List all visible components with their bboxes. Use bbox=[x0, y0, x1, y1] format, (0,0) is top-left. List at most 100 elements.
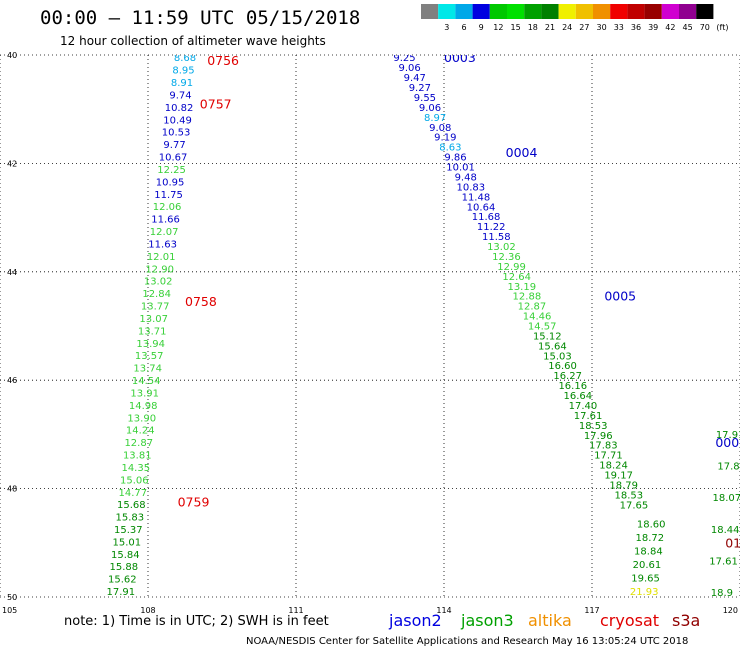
wave-height-value: 17.71 bbox=[594, 451, 623, 462]
wave-height-value: 10.53 bbox=[162, 128, 191, 139]
wave-height-value: 13.71 bbox=[138, 326, 167, 337]
pass-time-labels: 0756 0757 0758 0759 0003 0004 0005 0006 01 bbox=[178, 53, 740, 550]
wave-height-value: 20.61 bbox=[633, 560, 662, 571]
scale-swatch bbox=[541, 4, 559, 19]
wave-height-value: 8.95 bbox=[172, 66, 194, 77]
wave-height-value: 22.28 bbox=[628, 601, 657, 612]
scale-label: 39 bbox=[648, 23, 658, 32]
wave-height-value: 11.75 bbox=[154, 190, 183, 201]
footer-note: note: 1) Time is in UTC; 2) SWH is in fe… bbox=[64, 614, 329, 629]
wave-height-value: 15.68 bbox=[117, 500, 146, 511]
plot-grid bbox=[0, 54, 740, 598]
wave-height-value: 9.77 bbox=[163, 140, 185, 151]
wave-height-value: 12.25 bbox=[157, 165, 186, 176]
y-tick-label: 48 bbox=[7, 485, 17, 494]
wave-height-value: 17.65 bbox=[620, 500, 649, 511]
wave-height-value: 18.79 bbox=[609, 480, 638, 491]
scale-label: 3 bbox=[444, 23, 449, 32]
wave-height-value: 10.95 bbox=[156, 177, 185, 188]
wave-height-value: 10.64 bbox=[467, 202, 496, 213]
wave-height-value: 18.60 bbox=[637, 519, 666, 530]
wave-height-value: 18.9 bbox=[711, 588, 733, 599]
x-tick-label: 120 bbox=[723, 606, 738, 615]
wave-height-value: 15.37 bbox=[114, 525, 143, 536]
scale-swatch bbox=[455, 4, 473, 19]
wave-height-value: 9.47 bbox=[404, 73, 426, 84]
wave-height-value: 13.02 bbox=[487, 242, 516, 253]
scale-label: 21 bbox=[545, 23, 555, 32]
wave-height-value: 11.58 bbox=[482, 232, 511, 243]
scale-swatch bbox=[610, 4, 628, 19]
scale-swatch bbox=[593, 4, 611, 19]
scale-label: 33 bbox=[614, 23, 624, 32]
satellite-jason2: jason2 bbox=[388, 611, 442, 630]
wave-height-value: 8.91 bbox=[171, 78, 193, 89]
x-tick-label: 108 bbox=[140, 606, 155, 615]
satellite-s3a: s3a bbox=[672, 611, 700, 630]
wave-height-value: 11.22 bbox=[477, 222, 506, 233]
wave-height-value: 12.90 bbox=[145, 264, 174, 275]
wave-height-value: 11.68 bbox=[472, 212, 501, 223]
chart-subtitle: 12 hour collection of altimeter wave hei… bbox=[60, 34, 326, 48]
wave-height-value: 17.61 bbox=[709, 556, 738, 567]
pass-time-label: 0756 bbox=[207, 53, 239, 68]
wave-height-value: 12.06 bbox=[153, 202, 182, 213]
wave-height-value: 14.57 bbox=[528, 322, 557, 333]
scale-label: 9 bbox=[479, 23, 484, 32]
wave-height-value: 9.06 bbox=[398, 63, 420, 74]
wave-height-value: 10.67 bbox=[159, 153, 188, 164]
wave-height-value: 14.54 bbox=[132, 376, 161, 387]
wave-height-value: 18.53 bbox=[579, 421, 608, 432]
y-tick-label: 50 bbox=[7, 593, 17, 602]
wave-height-value: 15.64 bbox=[538, 341, 567, 352]
wave-height-value: 15.12 bbox=[533, 331, 562, 342]
scale-label: 30 bbox=[597, 23, 607, 32]
track-right-pass: 9.259.069.479.279.559.068.979.089.198.63… bbox=[393, 53, 649, 511]
scale-unit: (ft) bbox=[716, 23, 728, 32]
wave-height-value: 12.87 bbox=[518, 302, 547, 313]
pass-time-label: 0757 bbox=[200, 96, 232, 111]
wave-height-value: 9.08 bbox=[429, 123, 451, 134]
scale-label: 42 bbox=[665, 23, 675, 32]
scale-swatch bbox=[489, 4, 507, 19]
pass-time-label: 01 bbox=[725, 535, 740, 550]
x-tick-label: 105 bbox=[2, 606, 17, 615]
wave-height-value: 12.84 bbox=[142, 289, 171, 300]
wave-height-value: 13.57 bbox=[135, 351, 164, 362]
scale-label: 24 bbox=[562, 23, 572, 32]
scale-label: 70 bbox=[700, 23, 710, 32]
wave-height-value: 12.36 bbox=[492, 252, 521, 263]
wave-height-value: 13.77 bbox=[141, 302, 170, 313]
satellite-legend: jason2 jason3 altika cryosat s3a bbox=[388, 611, 700, 630]
wave-height-value: 9.25 bbox=[393, 53, 415, 64]
wave-height-value: 18.07 bbox=[713, 493, 740, 504]
satellite-cryosat: cryosat bbox=[600, 611, 659, 630]
wave-height-value: 9.06 bbox=[419, 103, 441, 114]
wave-height-value: 17.83 bbox=[589, 441, 618, 452]
wave-height-value: 9.74 bbox=[169, 90, 191, 101]
wave-height-value: 13.81 bbox=[123, 451, 152, 462]
scale-swatch bbox=[558, 4, 576, 19]
wave-height-value: 9.27 bbox=[409, 83, 431, 94]
wave-height-value: 10.82 bbox=[165, 103, 194, 114]
wave-height-value: 12.01 bbox=[147, 252, 176, 263]
wave-height-value: 19.65 bbox=[631, 574, 660, 585]
x-tick-label: 111 bbox=[288, 606, 303, 615]
wave-height-value: 17.91 bbox=[107, 587, 136, 598]
wave-height-value: 15.62 bbox=[108, 575, 137, 586]
wave-height-value: 13.07 bbox=[139, 314, 168, 325]
scale-swatch bbox=[679, 4, 697, 19]
wave-height-value: 18.84 bbox=[634, 546, 663, 557]
wave-height-value: 11.66 bbox=[151, 215, 180, 226]
wave-height-value: 10.49 bbox=[163, 115, 192, 126]
wave-height-value: 17.91 bbox=[716, 430, 740, 441]
y-tick-label: 42 bbox=[7, 159, 17, 168]
scale-swatch bbox=[507, 4, 525, 19]
wave-height-value: 12.87 bbox=[124, 438, 153, 449]
y-tick-label: 46 bbox=[7, 376, 17, 385]
chart-title: 00:00 – 11:59 UTC 05/15/2018 bbox=[40, 7, 360, 29]
wave-height-value: 9.19 bbox=[434, 133, 456, 144]
x-tick-label: 114 bbox=[436, 606, 451, 615]
